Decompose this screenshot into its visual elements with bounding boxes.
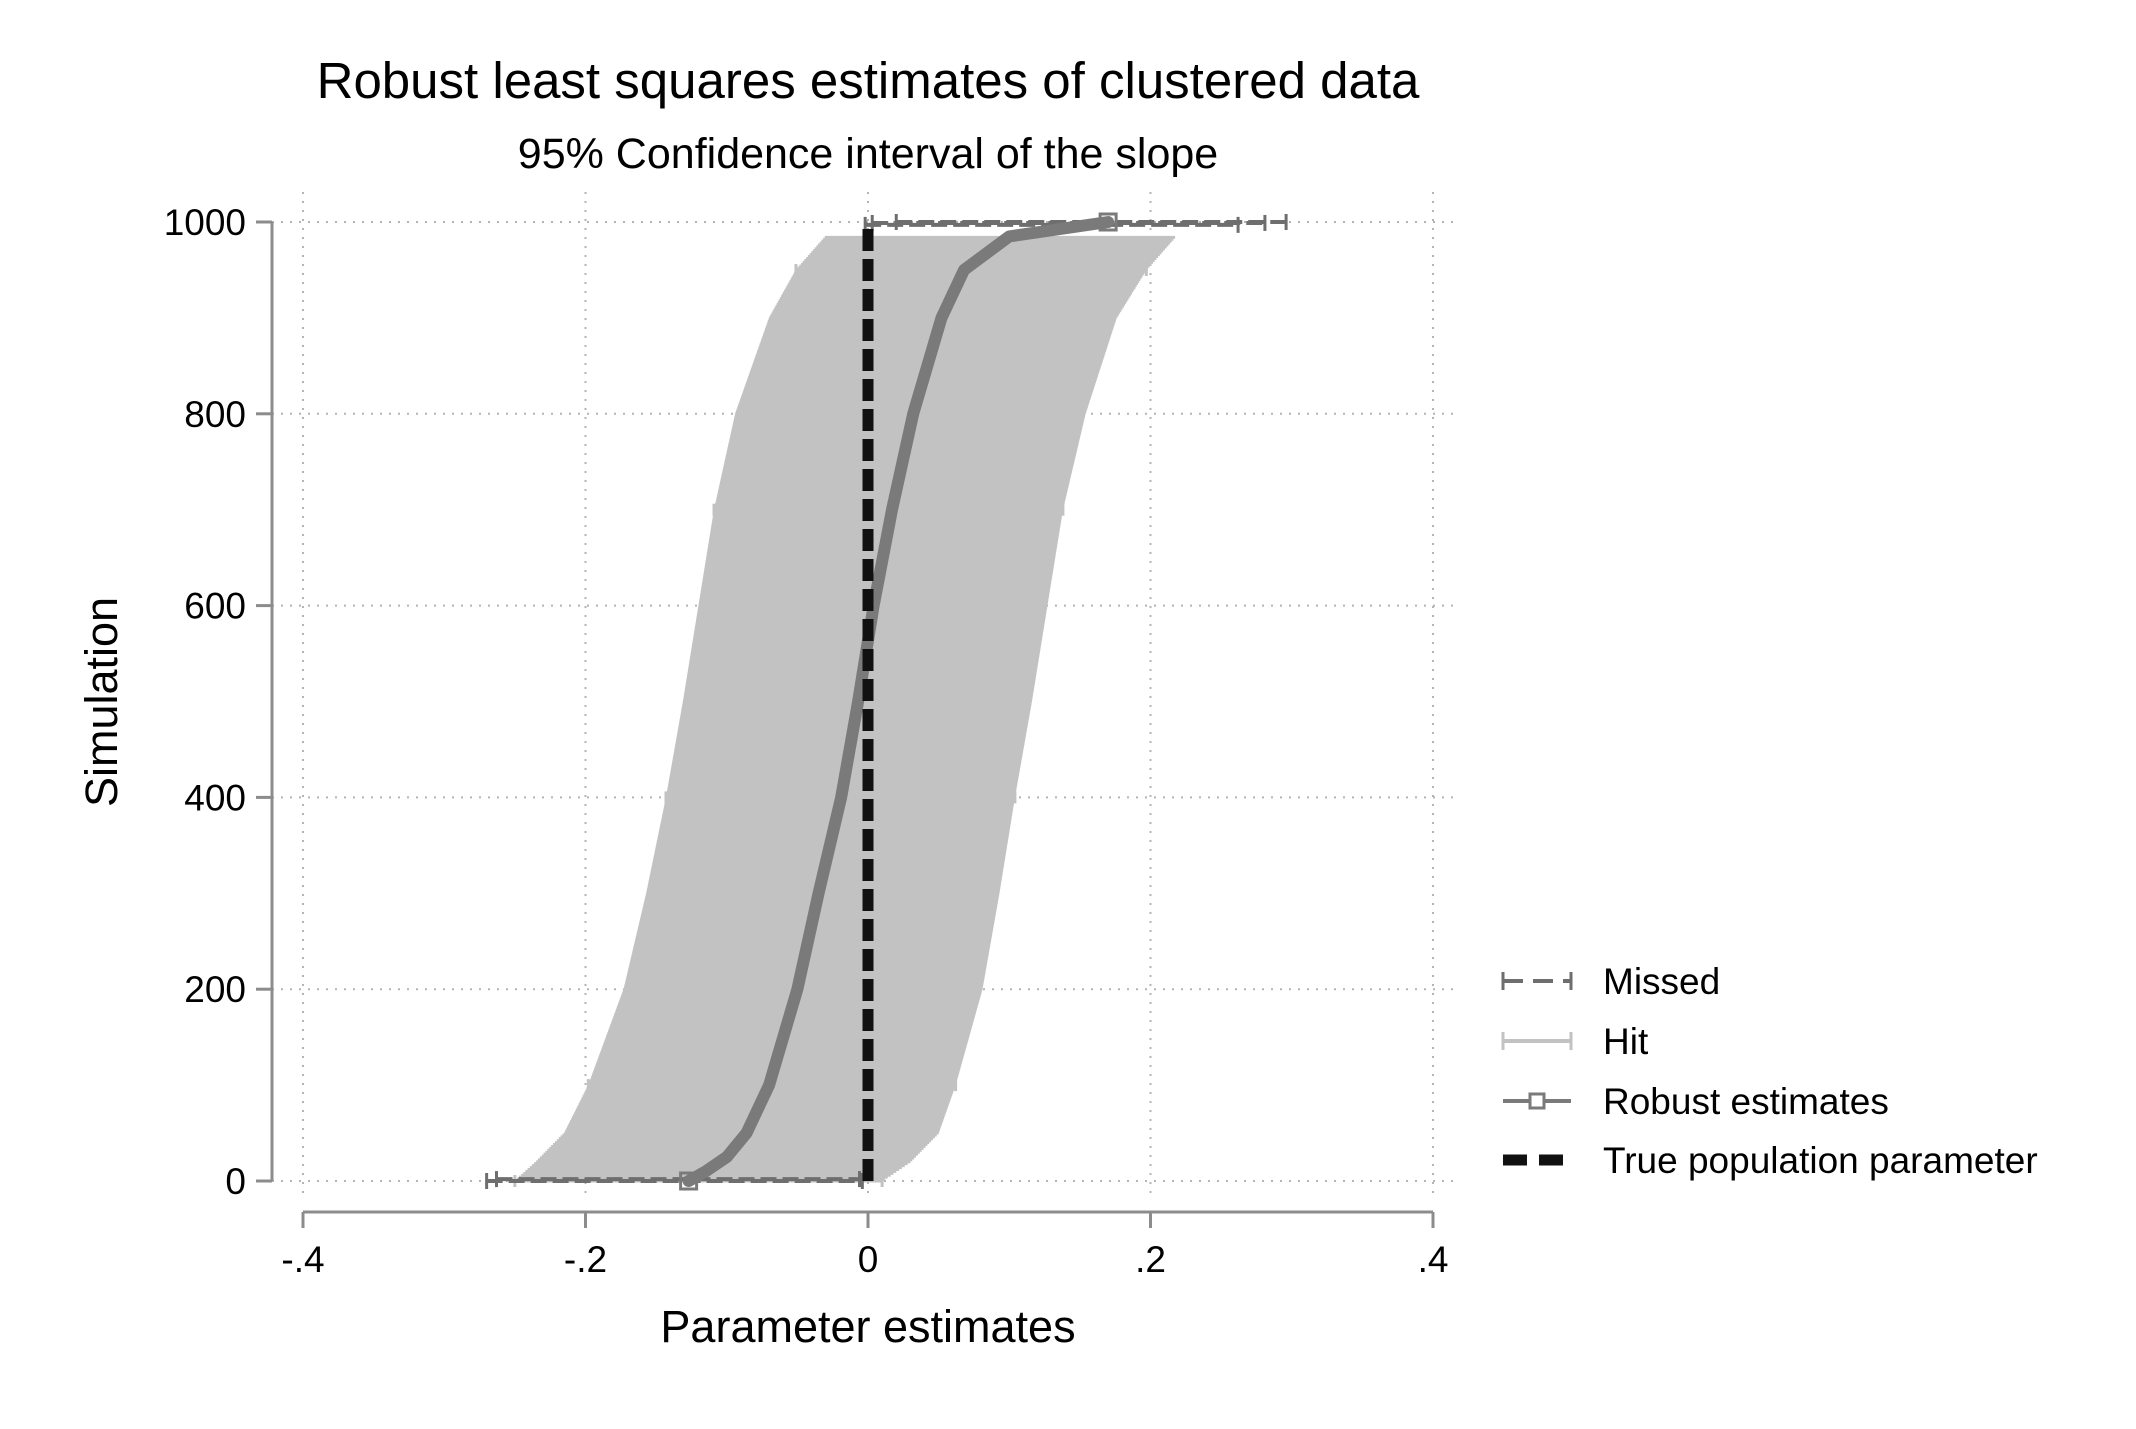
x-tick-label: -.2 xyxy=(564,1239,607,1280)
legend-label: Hit xyxy=(1603,1021,1649,1062)
robust-estimate-point xyxy=(1098,212,1118,232)
y-axis-label: Simulation xyxy=(76,597,127,807)
x-tick-label: -.4 xyxy=(281,1239,324,1280)
robust-estimate-point xyxy=(679,1171,699,1191)
x-tick-label: .2 xyxy=(1135,1239,1166,1280)
y-tick-label: 1000 xyxy=(164,202,246,243)
legend: Missed Hit Robust estimates True population… xyxy=(1501,961,2038,1181)
hit-ci-band xyxy=(513,235,1176,1187)
y-tick-label: 600 xyxy=(184,586,246,627)
robust-estimates-line xyxy=(682,216,1115,1187)
chart-subtitle: 95% Confidence interval of the slope xyxy=(518,130,1218,178)
legend-label: True population parameter xyxy=(1603,1140,2038,1181)
y-tick-label: 0 xyxy=(225,1161,246,1202)
x-axis-label: Parameter estimates xyxy=(660,1301,1075,1352)
robust-estimates-line xyxy=(679,212,1118,1191)
legend-estimate-marker xyxy=(1528,1092,1546,1110)
x-tick-label: 0 xyxy=(858,1239,879,1280)
legend-label: Robust estimates xyxy=(1603,1081,1889,1122)
y-tick-label: 800 xyxy=(184,394,246,435)
x-tick-label: .4 xyxy=(1418,1239,1449,1280)
legend-label: Missed xyxy=(1603,961,1720,1002)
y-tick-label: 400 xyxy=(184,777,246,818)
chart-title: Robust least squares estimates of cluste… xyxy=(317,52,1420,109)
y-tick-label: 200 xyxy=(184,969,246,1010)
axes: 0 200 400 600 800 1000 -.4 -.2 0 .2 .4 xyxy=(164,202,1449,1280)
